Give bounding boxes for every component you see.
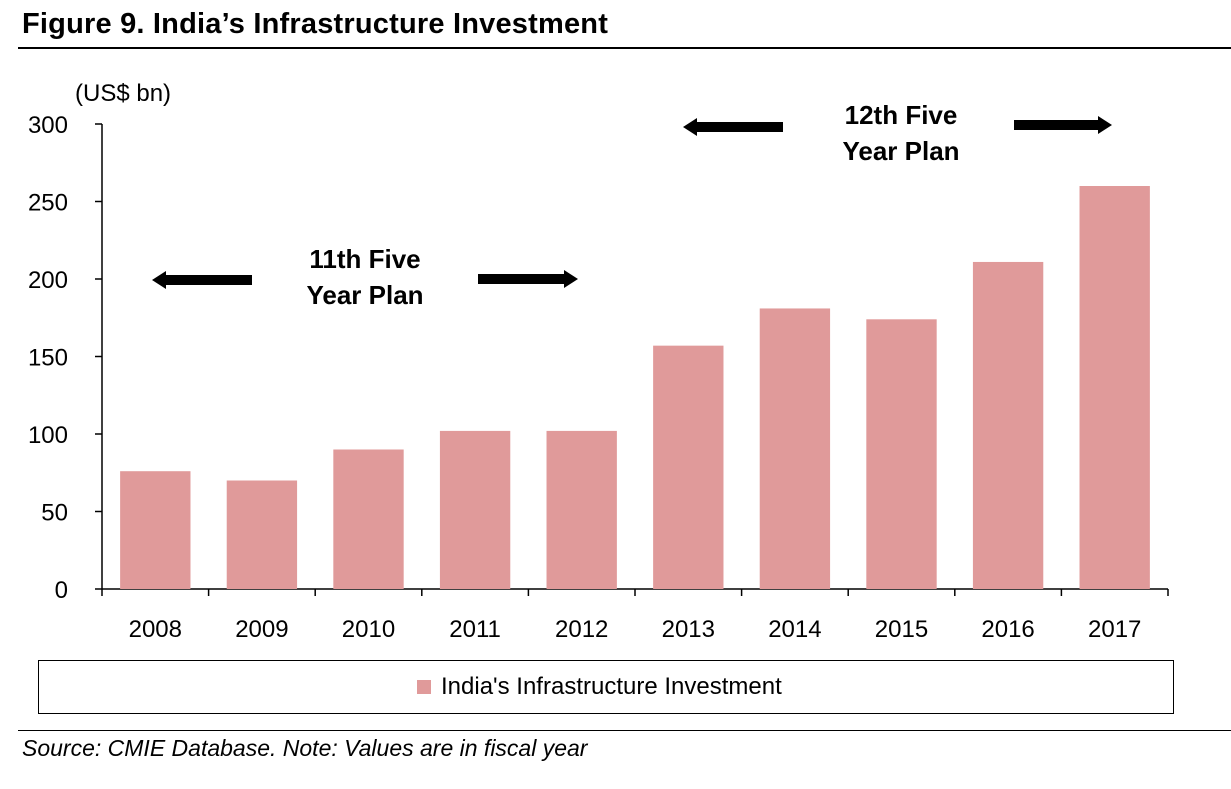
- bar-2015: [866, 319, 937, 589]
- right-arrow-icon: [1014, 116, 1112, 134]
- plan-annotations: 11th Five Year Plan 12th Five Year Plan: [152, 100, 1112, 310]
- y-unit-label: (US$ bn): [75, 80, 171, 107]
- x-tick-label: 2008: [129, 616, 182, 643]
- x-tick-label: 2017: [1088, 616, 1141, 643]
- bar-2017: [1079, 186, 1150, 589]
- x-tick-label: 2013: [662, 616, 715, 643]
- bar-2012: [546, 430, 617, 589]
- bar-2013: [653, 345, 724, 589]
- x-tick-label: 2016: [981, 616, 1034, 643]
- bar-2009: [226, 480, 298, 589]
- figure-title: Figure 9. India’s Infrastructure Investm…: [22, 8, 609, 40]
- y-tick-label: 250: [28, 190, 68, 217]
- x-tick-label: 2011: [449, 616, 501, 643]
- bar-2011: [439, 430, 511, 589]
- y-tick-label: 0: [55, 577, 68, 604]
- source-note: Source: CMIE Database. Note: Values are …: [22, 735, 588, 761]
- bars: [120, 186, 1150, 589]
- legend: India's Infrastructure Investment: [38, 660, 1174, 714]
- plan-annotation-label: Year Plan: [842, 136, 959, 166]
- x-axis: 2008 2009 2010 2011 2012 2013 2014 2015 2016 2017: [101, 588, 1169, 643]
- left-arrow-icon: [683, 118, 783, 136]
- plan-annotation-label: 11th Five: [309, 244, 420, 274]
- bar-2016: [972, 261, 1044, 589]
- legend-entry: India's Infrastructure Investment: [417, 673, 782, 701]
- x-tick-label: 2010: [342, 616, 395, 643]
- y-axis: 0 50 100 150 200 250 300 (US$ bn): [28, 80, 171, 604]
- x-tick-label: 2014: [768, 616, 821, 643]
- y-tick-label: 50: [41, 500, 68, 527]
- x-tick-label: 2015: [875, 616, 928, 643]
- x-tick-label: 2012: [555, 616, 608, 643]
- right-arrow-icon: [478, 270, 578, 288]
- plan-annotation-label: 12th Five: [845, 100, 958, 130]
- bar-2008: [120, 471, 191, 589]
- y-tick-label: 300: [28, 112, 68, 139]
- bar-2014: [759, 308, 831, 589]
- title-divider: [18, 47, 1231, 49]
- legend-label: India's Infrastructure Investment: [441, 673, 782, 700]
- bar-2010: [333, 449, 404, 589]
- left-arrow-icon: [152, 271, 252, 289]
- x-tick-label: 2009: [235, 616, 288, 643]
- y-tick-label: 150: [28, 345, 68, 372]
- legend-swatch: [417, 680, 431, 694]
- y-tick-label: 100: [28, 422, 68, 449]
- source-divider: [18, 730, 1231, 731]
- plan-annotation-label: Year Plan: [306, 280, 423, 310]
- y-tick-label: 200: [28, 267, 68, 294]
